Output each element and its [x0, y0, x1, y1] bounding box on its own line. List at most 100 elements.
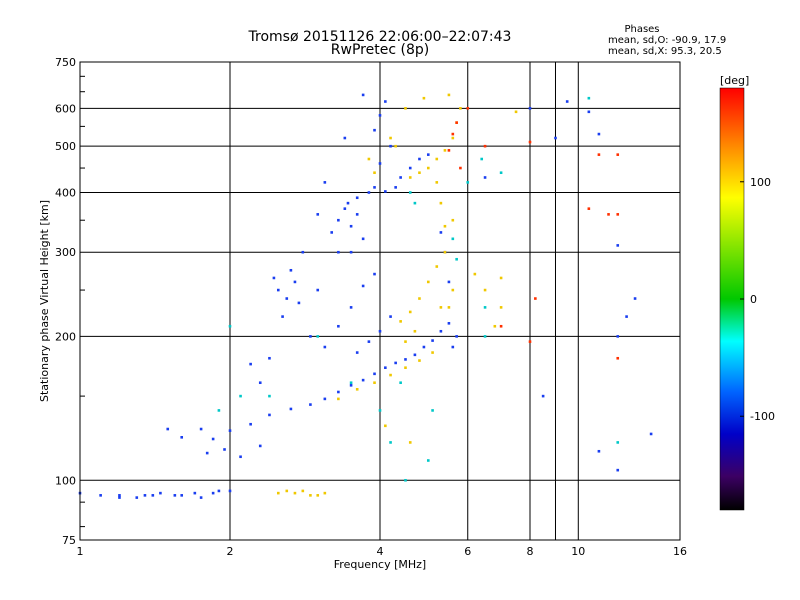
x-tick-label: 4 [377, 545, 384, 558]
colorbar-label: [deg] [720, 74, 749, 87]
colorbar-tick-label: 0 [750, 293, 757, 306]
data-point [431, 339, 434, 342]
data-point [268, 356, 271, 360]
data-point [289, 268, 293, 272]
data-point [389, 136, 392, 140]
data-point [443, 224, 447, 228]
data-point [272, 276, 276, 280]
data-point [337, 218, 340, 222]
data-point [228, 324, 232, 328]
data-point [223, 448, 226, 451]
plot-frame [79, 61, 681, 541]
data-point [447, 93, 451, 97]
data-point [389, 373, 392, 377]
data-point [316, 494, 320, 497]
data-point [373, 186, 376, 189]
data-point [404, 478, 407, 482]
data-point [597, 132, 601, 136]
data-point [435, 157, 439, 161]
chart-subtitle: RwPretec (8p) [331, 42, 429, 58]
data-point [337, 390, 340, 394]
data-point [455, 121, 458, 124]
data-point [404, 340, 407, 343]
y-axis-label: Stationary phase Virtual Height [km] [38, 200, 51, 402]
data-point [355, 388, 359, 391]
data-point [447, 280, 451, 284]
data-point [499, 171, 503, 175]
data-point [447, 306, 451, 309]
legend-line-x: mean, sd,X: 95.3, 20.5 [608, 46, 722, 57]
data-point [180, 436, 184, 439]
data-point [483, 176, 487, 179]
data-point [439, 306, 443, 309]
data-point [426, 166, 430, 170]
data-point [633, 297, 637, 300]
data-point [289, 407, 293, 411]
data-point [534, 297, 537, 300]
data-point [309, 403, 312, 406]
x-tick-label: 6 [464, 545, 471, 558]
data-point [514, 110, 518, 114]
data-point [439, 201, 443, 205]
data-point [316, 288, 320, 292]
data-point [337, 250, 340, 254]
data-point [455, 335, 458, 338]
data-point [249, 422, 252, 426]
data-point [173, 494, 177, 497]
data-point [378, 114, 382, 117]
scatter-points [78, 93, 653, 499]
data-point [422, 345, 426, 349]
data-point [361, 93, 365, 97]
data-point [337, 397, 340, 401]
data-point [625, 315, 628, 318]
data-point [199, 496, 203, 499]
axis-ticks: 1 2 4 6 8 10 16 75 100 200 300 400 500 600 750 [55, 56, 687, 558]
data-point [616, 213, 620, 216]
data-point [293, 491, 297, 495]
data-point [499, 324, 503, 328]
data-point [239, 394, 242, 398]
data-point [408, 166, 412, 170]
legend-title: Phases [624, 24, 659, 35]
data-point [528, 340, 532, 343]
data-point [404, 366, 407, 369]
data-point [413, 329, 417, 333]
x-axis-label: Frequency [MHz] [334, 558, 426, 571]
data-point [346, 201, 350, 205]
data-point [418, 171, 421, 175]
data-point [228, 429, 232, 432]
data-point [493, 324, 497, 328]
data-point [355, 196, 359, 200]
data-point [343, 207, 347, 210]
data-point [217, 409, 221, 412]
data-point [649, 432, 653, 436]
data-point [394, 144, 397, 148]
data-point [443, 250, 447, 254]
data-point [389, 441, 392, 444]
data-point [285, 297, 289, 300]
data-point [323, 181, 327, 184]
data-point [587, 207, 591, 210]
data-point [343, 136, 347, 140]
data-point [587, 110, 591, 114]
data-point [99, 494, 102, 497]
data-point [473, 272, 477, 276]
data-point [378, 409, 382, 412]
data-point [413, 201, 417, 205]
data-point [616, 153, 620, 156]
data-point [447, 322, 451, 325]
x-tick-label: 1 [77, 545, 84, 558]
data-point [361, 237, 365, 241]
data-point [297, 301, 301, 305]
data-point [480, 157, 484, 161]
data-point [384, 366, 387, 369]
data-point [373, 381, 376, 385]
data-point [211, 437, 215, 441]
data-point [384, 190, 387, 193]
data-point [408, 191, 412, 194]
data-point [301, 250, 305, 254]
data-point [466, 107, 470, 110]
data-point [389, 144, 392, 148]
data-point [293, 280, 297, 284]
